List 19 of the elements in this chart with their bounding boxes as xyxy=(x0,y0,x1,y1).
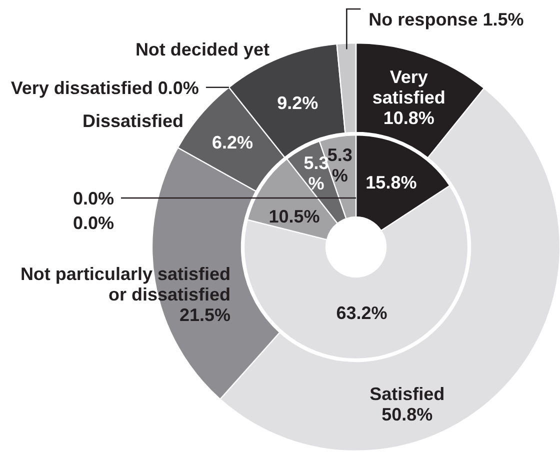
data-label: 9.2% xyxy=(277,92,318,113)
text: 0.0% xyxy=(158,78,199,98)
slice-label: Not decided yet xyxy=(135,40,270,60)
data-label: 5.3% xyxy=(327,144,352,186)
data-label: 10.8% xyxy=(383,108,434,128)
slice-label: Dissatisfied xyxy=(82,110,184,131)
slice-label: Satisfied xyxy=(370,384,445,404)
slice-label: No response xyxy=(368,9,478,30)
data-label: 10.5% xyxy=(268,206,320,227)
data-label: 50.8% xyxy=(382,404,433,425)
category-label: Very dissatisfied xyxy=(10,78,153,98)
slice-label: Very satisfied xyxy=(372,67,446,108)
data-label: 1.5% xyxy=(482,9,524,30)
data-label: 6.2% xyxy=(212,132,253,153)
data-label: 21.5% xyxy=(179,304,231,325)
text: 0.0% xyxy=(72,212,114,233)
data-label: 63.2% xyxy=(336,303,388,324)
text: 0.0% xyxy=(72,188,114,208)
data-label: 15.8% xyxy=(366,172,417,192)
